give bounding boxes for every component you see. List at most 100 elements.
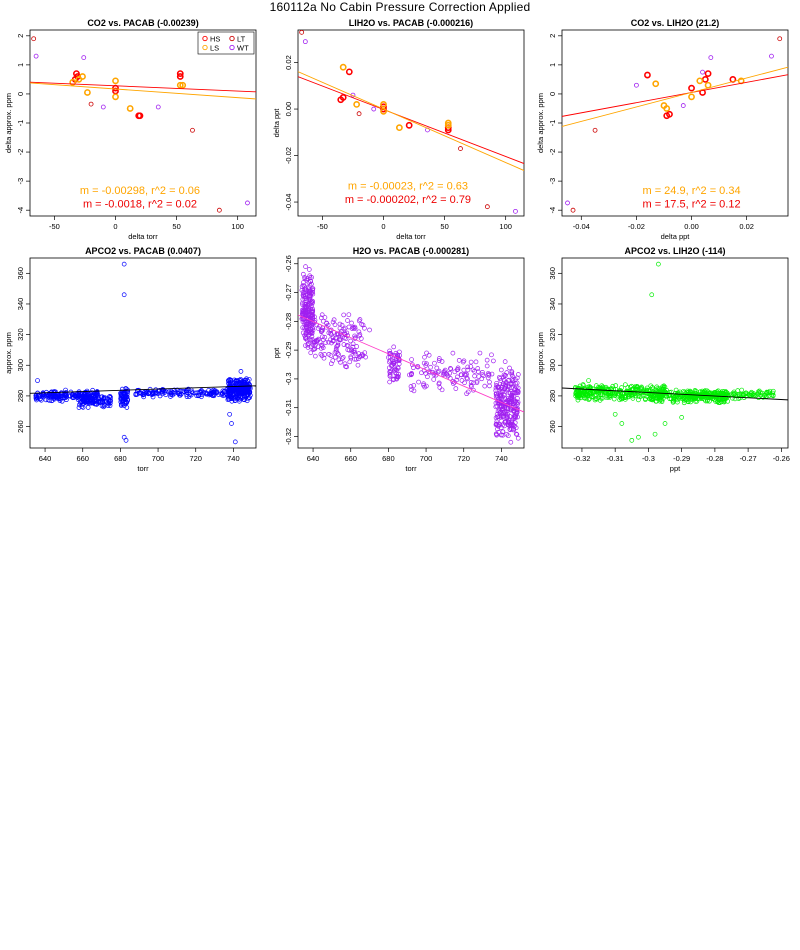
data-point xyxy=(43,397,49,403)
data-point xyxy=(611,396,617,402)
data-point xyxy=(119,386,125,392)
data-point xyxy=(181,389,186,394)
x-tick-label: 720 xyxy=(457,454,470,463)
data-point xyxy=(307,328,312,334)
data-point xyxy=(441,372,446,377)
data-point xyxy=(494,421,499,427)
data-point xyxy=(312,353,318,359)
data-point xyxy=(210,391,216,397)
data-point xyxy=(464,391,469,397)
data-point xyxy=(389,363,394,369)
data-point xyxy=(388,368,394,374)
data-point xyxy=(90,393,96,399)
data-point xyxy=(238,369,244,374)
data-point xyxy=(345,347,351,353)
data-point xyxy=(391,360,397,366)
data-point xyxy=(306,298,312,304)
x-tick-label: 0 xyxy=(113,222,117,231)
data-point xyxy=(455,374,460,380)
data-point xyxy=(514,406,520,412)
data-point xyxy=(469,384,474,389)
data-point-wt xyxy=(371,106,377,112)
y-tick-label: -0.29 xyxy=(284,342,293,359)
x-tick-label: 50 xyxy=(440,222,448,231)
data-point xyxy=(444,371,449,377)
data-point xyxy=(233,379,239,384)
data-point xyxy=(622,382,628,388)
data-point xyxy=(495,422,501,428)
data-point xyxy=(619,421,625,426)
data-point xyxy=(493,415,499,421)
chart-title: APCO2 vs. LIH2O (-114) xyxy=(624,246,725,256)
data-point xyxy=(503,419,508,425)
data-point xyxy=(509,371,515,377)
data-point xyxy=(444,371,450,377)
data-point xyxy=(582,393,588,398)
data-point xyxy=(244,398,250,404)
data-point xyxy=(573,385,578,390)
data-point xyxy=(657,395,663,400)
data-point xyxy=(360,353,366,358)
plot-frame xyxy=(297,257,525,449)
data-point xyxy=(437,385,443,390)
data-point xyxy=(411,388,417,394)
legend-label: LS xyxy=(210,43,219,52)
data-point xyxy=(463,372,469,378)
data-point xyxy=(755,389,761,395)
data-point xyxy=(341,342,347,347)
data-point xyxy=(654,394,660,400)
data-point-lt xyxy=(190,127,195,133)
data-point-lt xyxy=(31,36,37,42)
data-point xyxy=(506,384,511,389)
data-point xyxy=(503,410,509,415)
data-point xyxy=(310,325,315,331)
data-point xyxy=(426,352,432,358)
data-point xyxy=(600,384,606,390)
data-point xyxy=(439,359,445,364)
data-point-ls xyxy=(444,119,452,127)
data-point xyxy=(209,391,215,396)
data-point xyxy=(59,398,65,404)
data-point xyxy=(423,383,429,389)
data-point xyxy=(421,360,427,366)
data-point xyxy=(246,377,252,382)
data-point xyxy=(472,373,477,379)
data-point xyxy=(465,364,471,370)
data-point xyxy=(511,426,516,431)
data-point xyxy=(509,399,514,405)
data-point xyxy=(393,366,398,372)
data-point xyxy=(321,337,326,343)
data-point xyxy=(459,378,465,383)
data-point xyxy=(151,389,156,395)
data-point xyxy=(184,394,190,399)
data-point xyxy=(487,383,492,389)
data-point xyxy=(675,390,681,396)
data-point-hs xyxy=(337,96,345,104)
data-point xyxy=(78,394,83,400)
data-point xyxy=(319,334,325,340)
data-point-ls xyxy=(75,76,83,83)
data-point xyxy=(226,380,231,386)
data-point xyxy=(512,387,517,393)
data-point xyxy=(615,392,621,398)
data-point xyxy=(304,322,310,327)
data-point xyxy=(688,399,694,405)
data-point xyxy=(422,354,427,360)
data-point xyxy=(70,392,75,397)
data-point-hs xyxy=(176,70,184,77)
data-point xyxy=(515,372,521,377)
data-point xyxy=(515,400,521,405)
data-point-wt xyxy=(565,200,570,206)
data-point-ls xyxy=(126,105,134,112)
data-point xyxy=(612,393,618,398)
x-tick-label: -0.28 xyxy=(706,454,723,463)
y-tick-label: -4 xyxy=(16,207,25,214)
data-point xyxy=(121,261,127,267)
data-point xyxy=(580,382,586,387)
x-tick-label: 680 xyxy=(382,454,395,463)
fit-annotation: m = -0.00298, r^2 = 0.06 xyxy=(80,185,200,197)
x-axis-label: delta torr xyxy=(396,232,426,241)
data-point-ls xyxy=(353,101,361,108)
data-point xyxy=(345,318,350,323)
data-point xyxy=(394,375,399,381)
